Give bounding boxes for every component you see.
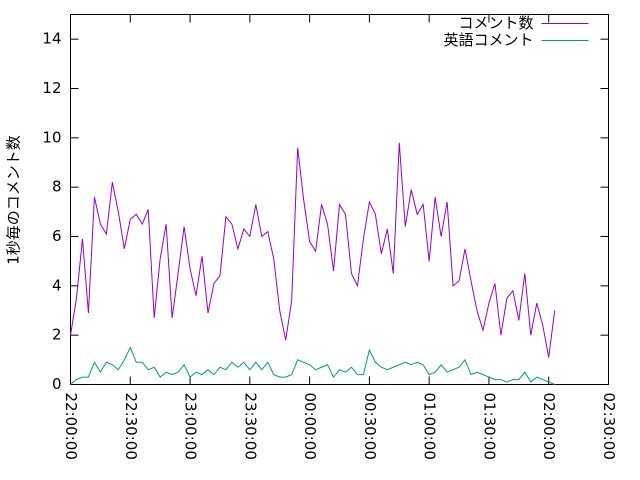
x-tick-label: 22:30:00 (122, 393, 140, 460)
y-tick-label: 14 (42, 30, 61, 48)
y-tick-label: 8 (52, 178, 62, 196)
y-tick-label: 12 (42, 79, 61, 97)
y-tick-label: 6 (52, 227, 62, 245)
y-tick-label: 10 (42, 128, 61, 146)
x-tick-label: 00:30:00 (361, 393, 379, 460)
x-tick-label: 01:00:00 (421, 393, 439, 460)
x-tick-label: 22:00:00 (62, 393, 80, 460)
y-axis-label: 1秒毎のコメント数 (5, 135, 23, 265)
y-tick-label: 0 (52, 375, 62, 393)
x-tick-label: 23:00:00 (182, 393, 200, 460)
x-tick-label: 02:30:00 (600, 393, 618, 460)
y-tick-label: 2 (52, 326, 62, 344)
legend-label: コメント数 (458, 14, 533, 32)
series-line (70, 142, 556, 358)
x-tick-label: 00:00:00 (301, 393, 319, 460)
series-line (70, 346, 555, 385)
x-tick-label: 23:30:00 (241, 393, 259, 460)
x-tick-label: 01:30:00 (480, 393, 498, 460)
plot-border (70, 14, 609, 385)
legend-label: 英語コメント (443, 31, 533, 49)
x-tick-label: 02:00:00 (540, 393, 558, 460)
y-tick-label: 4 (52, 276, 62, 294)
